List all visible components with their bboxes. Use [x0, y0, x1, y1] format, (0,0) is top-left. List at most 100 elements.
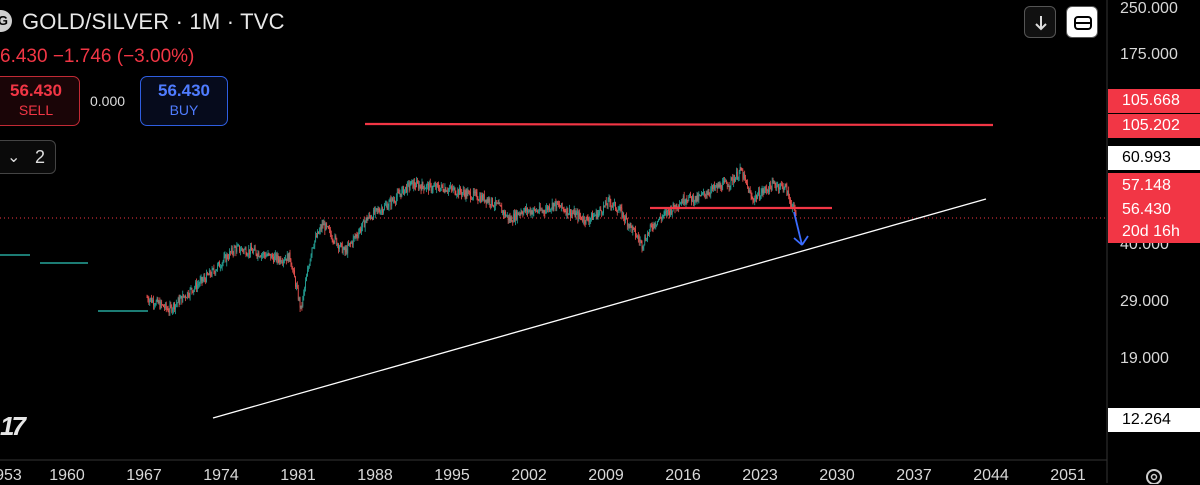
candle-body — [664, 211, 666, 213]
gear-icon[interactable] — [1143, 466, 1165, 484]
candle-body — [183, 294, 185, 297]
candle-body — [620, 206, 622, 208]
candle-body — [679, 204, 680, 208]
candle-body — [162, 304, 163, 306]
candle-body — [324, 223, 326, 231]
candle-body — [393, 200, 394, 201]
candle-body — [653, 222, 655, 229]
candle-body — [554, 201, 556, 203]
candle-body — [774, 182, 776, 186]
candle-body — [217, 264, 218, 270]
candle-body — [790, 199, 791, 205]
price-badge: 105.668 — [1108, 89, 1200, 113]
x-tick-label: 1988 — [357, 467, 393, 484]
candle-body — [645, 237, 647, 241]
drawing-overlays[interactable] — [0, 122, 1107, 419]
candle-body — [436, 183, 438, 189]
candle-body — [690, 193, 691, 197]
candle-body — [550, 208, 552, 210]
candle-body — [734, 178, 735, 182]
candle-body — [316, 235, 317, 238]
candle-body — [395, 196, 397, 203]
projection-arrow-head[interactable] — [801, 235, 809, 246]
x-tick-label: 2016 — [665, 467, 701, 484]
candle-body — [235, 247, 237, 252]
candle-body — [482, 195, 483, 201]
fullscreen-button[interactable] — [1066, 6, 1098, 38]
candle-body — [543, 210, 545, 213]
candle-body — [398, 192, 400, 195]
y-tick-label: 29.000 — [1120, 293, 1169, 310]
candle-body — [452, 188, 454, 191]
candle-body — [516, 211, 517, 220]
candle-body — [354, 236, 356, 238]
download-button[interactable] — [1024, 6, 1056, 38]
candle-body — [282, 262, 284, 264]
candle-body — [615, 202, 616, 210]
sell-button[interactable]: 56.430 SELL — [0, 76, 80, 126]
candle-body — [285, 258, 287, 261]
candle-body — [668, 209, 669, 212]
candle-body — [265, 255, 267, 258]
candle-body — [756, 195, 757, 199]
candle-body — [347, 244, 349, 254]
candle-body — [681, 201, 682, 204]
candle-body — [242, 249, 244, 252]
candle-body — [703, 191, 704, 194]
candle-body — [413, 182, 415, 189]
candle-body — [403, 186, 405, 195]
indicators-toggle[interactable]: ⌄ 2 — [0, 140, 56, 174]
buy-button[interactable]: 56.430 BUY — [140, 76, 228, 126]
candle-body — [763, 190, 765, 193]
candle-body — [493, 205, 494, 207]
candle-body — [624, 218, 625, 221]
candle-body — [182, 294, 184, 303]
candle-body — [306, 276, 307, 282]
candle-body — [502, 210, 504, 213]
candle-body — [340, 243, 341, 247]
candle-body — [717, 184, 719, 189]
candle-body — [184, 295, 185, 297]
buy-label: BUY — [169, 102, 199, 118]
candle-body — [219, 262, 220, 268]
resistance-line[interactable] — [364, 122, 994, 127]
candle-body — [680, 203, 681, 205]
candle-body — [187, 292, 189, 297]
chart-title[interactable]: GOLD/SILVER · 1M · TVC — [22, 9, 285, 34]
candle-body — [263, 252, 264, 255]
candle-body — [710, 189, 712, 194]
candle-body — [564, 211, 566, 212]
candle-body — [336, 238, 338, 246]
projection-arrow[interactable] — [793, 211, 803, 246]
candle-body — [202, 279, 204, 282]
candle-body — [170, 304, 172, 306]
candle-body — [296, 285, 297, 287]
candle-body — [290, 259, 292, 265]
support-trendline[interactable] — [212, 198, 987, 419]
candle-body — [388, 201, 390, 207]
candle-body — [172, 309, 174, 312]
candle-body — [487, 198, 489, 202]
candle-body — [613, 202, 614, 206]
candle-body — [688, 196, 690, 202]
candle-body — [307, 267, 309, 271]
candle-body — [548, 206, 549, 210]
candle-body — [475, 192, 477, 193]
candle-body — [245, 248, 247, 256]
candle-body — [179, 298, 181, 304]
candle-body — [730, 177, 732, 186]
candle-body — [551, 203, 553, 209]
candle-body — [772, 181, 774, 183]
candle-body — [685, 199, 687, 203]
projection-arrow-head[interactable] — [793, 237, 803, 246]
candle-body — [736, 171, 737, 178]
candle-body — [479, 196, 481, 201]
candle-body — [168, 311, 170, 313]
candle-body — [552, 203, 554, 209]
candle-body — [721, 189, 723, 191]
candle-body — [266, 255, 268, 257]
candle-body — [601, 210, 603, 214]
candle-body — [433, 186, 435, 187]
candle-body — [525, 208, 526, 212]
